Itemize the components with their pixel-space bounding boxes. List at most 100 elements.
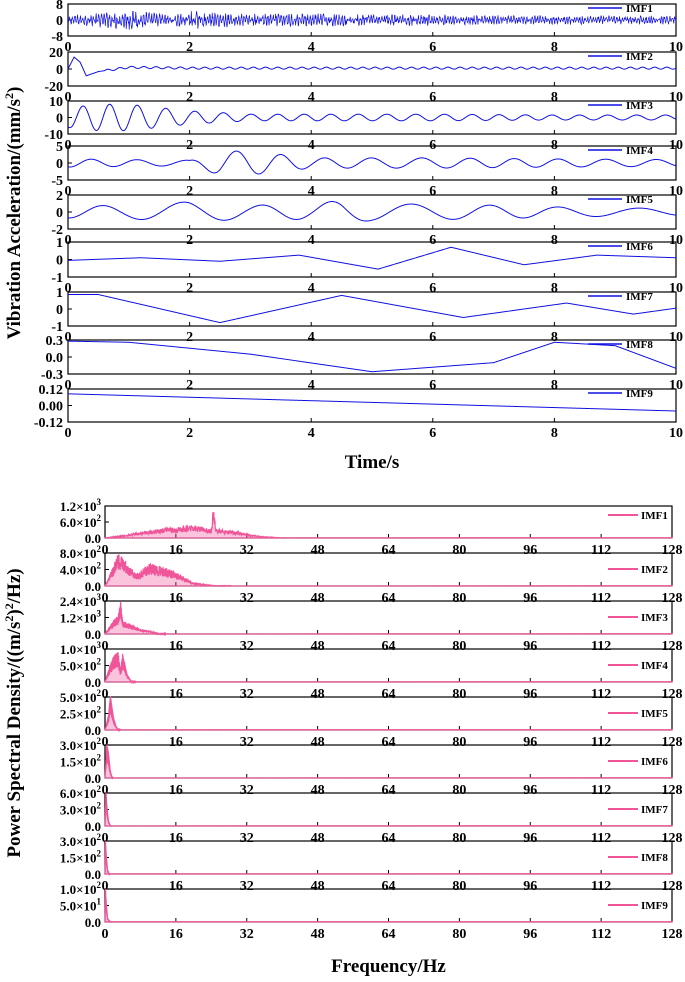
- x-tick-label: 10: [669, 40, 683, 55]
- x-tick-label: 80: [452, 783, 466, 798]
- series-line-imf5: [67, 201, 677, 222]
- time-panel-imf3: 100-10IMF30246810: [44, 95, 683, 153]
- x-tick-label: 96: [523, 927, 537, 942]
- x-tick-label: 2: [186, 90, 193, 105]
- panel-frame: [67, 194, 677, 230]
- y-tick-label: 5.0×101: [60, 897, 102, 914]
- x-tick-label: 96: [523, 735, 537, 750]
- x-tick-label: 48: [311, 639, 325, 654]
- y-tick-label: 8: [56, 0, 63, 13]
- x-tick-label: 32: [240, 831, 254, 846]
- x-tick-label: 128: [662, 639, 683, 654]
- y-tick-label: 8.0×102: [60, 544, 102, 561]
- legend-label: IMF9: [641, 900, 668, 912]
- x-tick-label: 32: [240, 687, 254, 702]
- y-tick-label: 0.12: [39, 383, 64, 398]
- x-tick-label: 10: [669, 426, 683, 441]
- y-tick-label: 0.0: [85, 579, 101, 594]
- x-tick-label: 112: [591, 879, 611, 894]
- x-tick-label: 0: [102, 927, 109, 942]
- y-tick-label: 0.3: [46, 334, 64, 349]
- x-tick-label: 32: [240, 639, 254, 654]
- x-tick-label: 2: [186, 426, 193, 441]
- x-tick-label: 112: [591, 927, 611, 942]
- x-tick-label: 0: [65, 233, 72, 248]
- y-tick-label: 1.0×102: [60, 880, 102, 897]
- y-tick-label: 2.5×102: [60, 705, 102, 722]
- x-tick-label: 2: [186, 40, 193, 55]
- x-tick-label: 112: [591, 783, 611, 798]
- x-tick-label: 8: [551, 90, 558, 105]
- y-tick-label: 0: [56, 206, 63, 221]
- y-tick-label: -0.12: [34, 416, 63, 431]
- x-tick-label: 128: [662, 591, 683, 606]
- x-tick-label: 64: [382, 687, 396, 702]
- x-tick-label: 8: [551, 378, 558, 393]
- series-area-imf9: [104, 888, 673, 924]
- x-tick-label: 96: [523, 639, 537, 654]
- x-tick-label: 112: [591, 831, 611, 846]
- legend-label: IMF1: [641, 510, 668, 522]
- x-tick-label: 80: [452, 591, 466, 606]
- x-axis-title: Frequency/Hz: [331, 956, 446, 977]
- x-tick-label: 80: [452, 879, 466, 894]
- legend-label: IMF6: [641, 756, 668, 768]
- x-tick-label: 16: [169, 639, 183, 654]
- x-tick-label: 80: [452, 735, 466, 750]
- y-tick-label: 0.00: [39, 400, 64, 415]
- x-tick-label: 8: [551, 281, 558, 296]
- x-tick-label: 80: [452, 639, 466, 654]
- y-tick-label: 0.0: [85, 867, 101, 882]
- x-tick-label: 64: [382, 831, 396, 846]
- y-tick-label: 0: [56, 112, 63, 127]
- legend-label: IMF1: [626, 3, 653, 15]
- y-tick-label: 0.0: [85, 675, 101, 690]
- x-tick-label: 128: [662, 687, 683, 702]
- x-tick-label: 16: [169, 735, 183, 750]
- x-tick-label: 2: [186, 378, 193, 393]
- y-tick-label: 10: [49, 95, 63, 110]
- legend-label: IMF9: [626, 388, 653, 400]
- x-tick-label: 16: [169, 783, 183, 798]
- x-tick-label: 8: [551, 330, 558, 345]
- y-tick-label: 1.2×103: [60, 609, 102, 626]
- x-tick-label: 80: [452, 543, 466, 558]
- y-tick-label: 0.0: [85, 723, 101, 738]
- x-tick-label: 4: [308, 184, 315, 199]
- x-tick-label: 128: [662, 543, 683, 558]
- x-tick-label: 48: [311, 831, 325, 846]
- x-tick-label: 112: [591, 687, 611, 702]
- y-tick-label: 0.0: [85, 771, 101, 786]
- x-tick-label: 4: [308, 426, 315, 441]
- legend-label: IMF5: [626, 194, 653, 206]
- x-tick-label: 16: [169, 591, 183, 606]
- y-tick-label: 0: [56, 14, 63, 29]
- y-tick-label: 0.0: [85, 627, 101, 642]
- x-tick-label: 32: [240, 927, 254, 942]
- x-tick-label: 6: [429, 426, 436, 441]
- x-tick-label: 4: [308, 281, 315, 296]
- x-tick-label: 48: [311, 735, 325, 750]
- x-tick-label: 0: [102, 879, 109, 894]
- y-tick-label: -1: [51, 320, 63, 335]
- x-tick-label: 96: [523, 783, 537, 798]
- x-tick-label: 32: [240, 591, 254, 606]
- y-tick-label: 0.0: [85, 531, 101, 546]
- series-line-imf3: [67, 103, 677, 132]
- y-tick-label: -20: [44, 80, 63, 95]
- x-tick-label: 48: [311, 927, 325, 942]
- x-tick-label: 4: [308, 90, 315, 105]
- x-tick-label: 128: [662, 831, 683, 846]
- y-tick-label: 5: [56, 140, 63, 155]
- series-area-imf8: [104, 840, 673, 876]
- x-tick-label: 128: [662, 735, 683, 750]
- x-tick-label: 16: [169, 879, 183, 894]
